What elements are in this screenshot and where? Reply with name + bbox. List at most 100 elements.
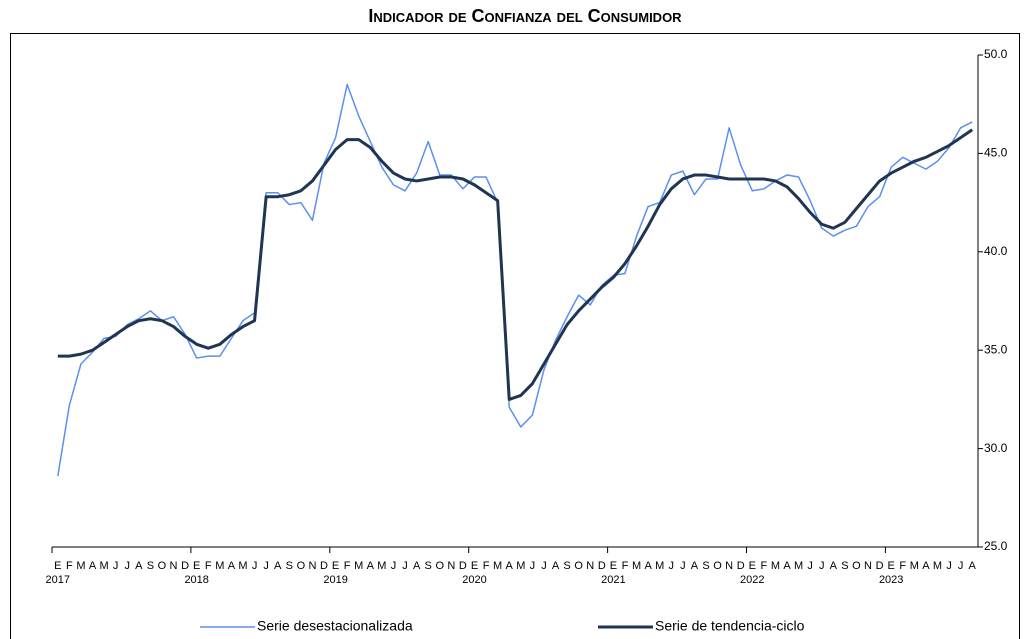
x-tick-label: J [263, 560, 269, 572]
x-tick-label: F [622, 560, 629, 572]
x-tick-label: A [783, 560, 791, 572]
chart-frame [10, 33, 1020, 639]
x-tick-label: J [402, 560, 408, 572]
y-tick-label: 45.0 [984, 146, 1008, 160]
x-tick-label: F [899, 560, 906, 572]
legend-label: Serie de tendencia-ciclo [655, 618, 805, 634]
x-tick-label: O [713, 560, 722, 572]
y-tick-label: 35.0 [984, 342, 1008, 356]
x-tick-label: A [969, 560, 977, 572]
year-label: 2017 [46, 574, 70, 586]
x-tick-label: F [760, 560, 767, 572]
x-tick-label: M [100, 560, 109, 572]
x-tick-label: N [308, 560, 316, 572]
x-tick-label: M [493, 560, 502, 572]
x-tick-label: J [669, 560, 675, 572]
x-tick-label: A [135, 560, 143, 572]
x-tick-label: O [158, 560, 167, 572]
x-tick-label: M [354, 560, 363, 572]
year-label: 2018 [184, 574, 208, 586]
x-tick-label: M [910, 560, 919, 572]
x-tick-label: J [680, 560, 686, 572]
x-tick-label: A [367, 560, 375, 572]
x-tick-label: F [344, 560, 351, 572]
x-tick-label: M [933, 560, 942, 572]
x-tick-label: N [725, 560, 733, 572]
y-tick-label: 30.0 [984, 441, 1008, 455]
x-tick-label: E [749, 560, 756, 572]
legend-label: Serie desestacionalizada [257, 618, 413, 634]
x-tick-label: A [644, 560, 652, 572]
x-tick-label: A [691, 560, 699, 572]
y-tick-label: 50.0 [984, 47, 1008, 61]
x-tick-label: E [471, 560, 478, 572]
x-tick-label: M [632, 560, 641, 572]
x-tick-label: M [215, 560, 224, 572]
year-label: 2023 [879, 574, 903, 586]
x-tick-label: J [124, 560, 130, 572]
x-tick-label: D [876, 560, 884, 572]
chart-title: Indicador de Confianza del Consumidor [368, 6, 682, 26]
x-tick-label: S [286, 560, 293, 572]
x-tick-label: O [574, 560, 583, 572]
y-tick-label: 25.0 [984, 539, 1008, 553]
x-tick-label: A [506, 560, 514, 572]
year-label: 2019 [323, 574, 347, 586]
x-tick-label: F [205, 560, 212, 572]
x-tick-label: E [610, 560, 617, 572]
x-tick-label: O [852, 560, 861, 572]
x-tick-label: D [459, 560, 467, 572]
x-tick-label: E [54, 560, 61, 572]
x-tick-label: A [830, 560, 838, 572]
x-tick-label: S [147, 560, 154, 572]
y-tick-label: 40.0 [984, 244, 1008, 258]
x-tick-label: E [888, 560, 895, 572]
x-tick-label: J [819, 560, 825, 572]
x-tick-label: S [702, 560, 709, 572]
x-tick-label: J [391, 560, 397, 572]
x-tick-label: S [841, 560, 848, 572]
x-tick-label: A [89, 560, 97, 572]
x-tick-label: M [377, 560, 386, 572]
x-tick-label: N [170, 560, 178, 572]
x-tick-label: S [563, 560, 570, 572]
x-tick-label: O [435, 560, 444, 572]
series-line [57, 128, 974, 401]
x-tick-label: J [807, 560, 813, 572]
x-tick-label: M [516, 560, 525, 572]
year-label: 2020 [462, 574, 486, 586]
x-tick-label: D [181, 560, 189, 572]
x-tick-label: A [228, 560, 236, 572]
x-tick-label: J [113, 560, 119, 572]
year-label: 2022 [740, 574, 764, 586]
x-tick-label: S [425, 560, 432, 572]
series-line [57, 83, 973, 477]
x-tick-label: M [771, 560, 780, 572]
x-tick-label: M [238, 560, 247, 572]
x-tick-label: D [598, 560, 606, 572]
x-tick-label: J [530, 560, 536, 572]
x-tick-label: N [586, 560, 594, 572]
x-tick-label: N [447, 560, 455, 572]
x-tick-label: N [864, 560, 872, 572]
x-tick-label: M [794, 560, 803, 572]
x-tick-label: M [76, 560, 85, 572]
x-tick-label: A [413, 560, 421, 572]
x-tick-label: E [332, 560, 339, 572]
x-tick-label: F [483, 560, 490, 572]
x-tick-label: M [655, 560, 664, 572]
x-tick-label: J [541, 560, 547, 572]
x-tick-label: F [66, 560, 73, 572]
x-tick-label: J [958, 560, 964, 572]
x-tick-label: D [320, 560, 328, 572]
year-label: 2021 [601, 574, 625, 586]
x-tick-label: A [922, 560, 930, 572]
x-tick-label: J [946, 560, 952, 572]
x-tick-label: A [274, 560, 282, 572]
x-tick-label: A [552, 560, 560, 572]
x-tick-label: D [737, 560, 745, 572]
x-tick-label: O [297, 560, 306, 572]
x-tick-label: J [252, 560, 258, 572]
x-tick-label: E [193, 560, 200, 572]
